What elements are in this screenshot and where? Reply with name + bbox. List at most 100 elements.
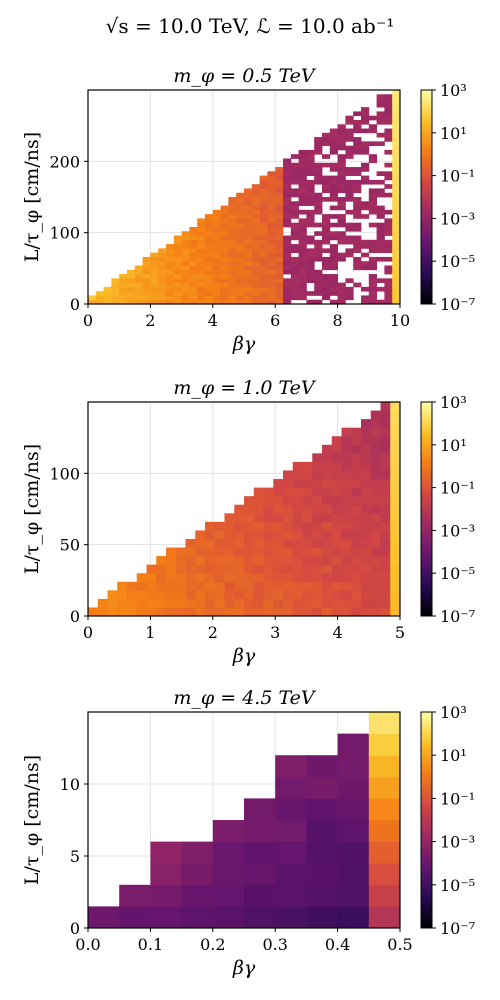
colorbar-segment xyxy=(421,207,432,212)
heatmap-cell xyxy=(376,222,385,228)
heatmap-cell xyxy=(251,269,260,275)
heatmap-cell xyxy=(361,128,370,134)
heatmap-cell xyxy=(292,607,303,617)
heatmap-cell xyxy=(337,132,346,138)
heatmap-cell xyxy=(351,530,362,540)
heatmap-cell xyxy=(376,102,385,108)
heatmap-cell xyxy=(220,231,229,236)
heatmap-cell xyxy=(234,513,245,523)
heatmap-cell xyxy=(380,453,391,463)
heatmap-cell xyxy=(283,256,292,262)
heatmap-cell xyxy=(376,248,385,254)
colorbar-segment xyxy=(421,494,432,499)
heatmap-cell xyxy=(314,278,323,283)
colorbar-segment xyxy=(421,175,432,180)
heatmap-cell xyxy=(341,444,352,454)
colorbar-segment xyxy=(421,250,432,255)
colorbar-segment xyxy=(421,715,432,720)
heatmap-cell xyxy=(314,282,323,288)
heatmap-cell xyxy=(259,295,268,301)
heatmap-cell xyxy=(370,607,381,617)
heatmap-cell xyxy=(361,286,370,292)
heatmap-cell xyxy=(368,205,377,211)
heatmap-cell xyxy=(236,235,245,241)
heatmap-cell xyxy=(290,205,299,211)
heatmap-cell xyxy=(376,94,385,99)
heatmap-cell xyxy=(224,521,235,531)
y-axis-label: L/τ_φ [cm/ns] xyxy=(21,755,43,885)
heatmap-cell xyxy=(298,274,307,279)
heatmap-cell xyxy=(337,798,370,821)
heatmap-cell xyxy=(228,214,237,219)
heatmap-cell xyxy=(392,286,401,292)
heatmap-cell xyxy=(384,184,393,189)
heatmap-cell xyxy=(322,141,331,147)
heatmap-cell xyxy=(368,265,377,271)
heatmap-cell xyxy=(228,209,237,215)
heatmap-cell xyxy=(361,162,370,168)
heatmap-cell xyxy=(345,278,354,283)
heatmap-cell xyxy=(173,282,182,288)
heatmap-cell xyxy=(392,145,401,151)
heatmap-cell xyxy=(351,470,362,480)
colorbar-segment xyxy=(421,834,432,839)
heatmap-cell xyxy=(345,115,354,121)
heatmap-cell xyxy=(368,179,377,185)
heatmap-cell xyxy=(345,248,354,254)
colorbar-segment xyxy=(421,100,432,105)
heatmap-cell xyxy=(275,256,284,262)
heatmap-cell xyxy=(267,256,276,262)
heatmap-cell xyxy=(368,209,377,215)
heatmap-cell xyxy=(244,274,253,279)
heatmap-cell xyxy=(195,590,206,600)
heatmap-cell xyxy=(341,470,352,480)
heatmap-cell xyxy=(228,252,237,258)
heatmap-cell xyxy=(195,607,206,617)
heatmap-cell xyxy=(298,295,307,301)
heatmap-cell xyxy=(361,427,372,437)
heatmap-cell xyxy=(220,239,229,245)
heatmap-cells xyxy=(88,402,401,617)
heatmap-cell xyxy=(197,299,206,305)
heatmap-cell xyxy=(329,167,338,172)
heatmap-cell xyxy=(273,538,284,548)
heatmap-cell xyxy=(376,132,385,138)
heatmap-cell xyxy=(329,214,338,219)
heatmap-cell xyxy=(337,239,346,245)
colorbar-segment xyxy=(421,712,432,717)
heatmap-cell xyxy=(111,278,120,283)
heatmap-cell xyxy=(189,286,198,292)
heatmap-cell xyxy=(292,496,303,506)
heatmap-cell xyxy=(142,278,151,283)
heatmap-cell xyxy=(181,841,214,864)
heatmap-cell xyxy=(283,188,292,194)
heatmap-cell xyxy=(212,269,221,275)
heatmap-cell xyxy=(267,265,276,271)
heatmap-cell xyxy=(390,581,401,591)
colorbar-segment xyxy=(421,111,432,116)
heatmap-cell xyxy=(259,278,268,283)
heatmap-cell xyxy=(136,607,147,617)
heatmap-cell xyxy=(353,141,362,147)
heatmap-cell xyxy=(302,479,313,488)
heatmap-cell xyxy=(275,906,307,929)
heatmap-cell xyxy=(283,205,292,211)
heatmap-cell xyxy=(306,218,315,224)
heatmap-cell xyxy=(312,461,323,471)
heatmap-cell xyxy=(267,201,276,206)
heatmap-cell xyxy=(212,282,221,288)
x-tick-label: 2 xyxy=(208,623,218,642)
heatmap-cell xyxy=(290,231,299,236)
heatmap-cell xyxy=(253,573,264,583)
heatmap-cell xyxy=(312,538,323,548)
heatmap-cell xyxy=(345,252,354,258)
heatmap-cell xyxy=(368,256,377,262)
heatmap-cell xyxy=(259,205,268,211)
heatmap-cell xyxy=(275,222,284,228)
heatmap-cell xyxy=(361,444,372,454)
heatmap-cell xyxy=(322,265,331,271)
heatmap-cell xyxy=(173,261,182,266)
heatmap-cell xyxy=(150,291,159,296)
